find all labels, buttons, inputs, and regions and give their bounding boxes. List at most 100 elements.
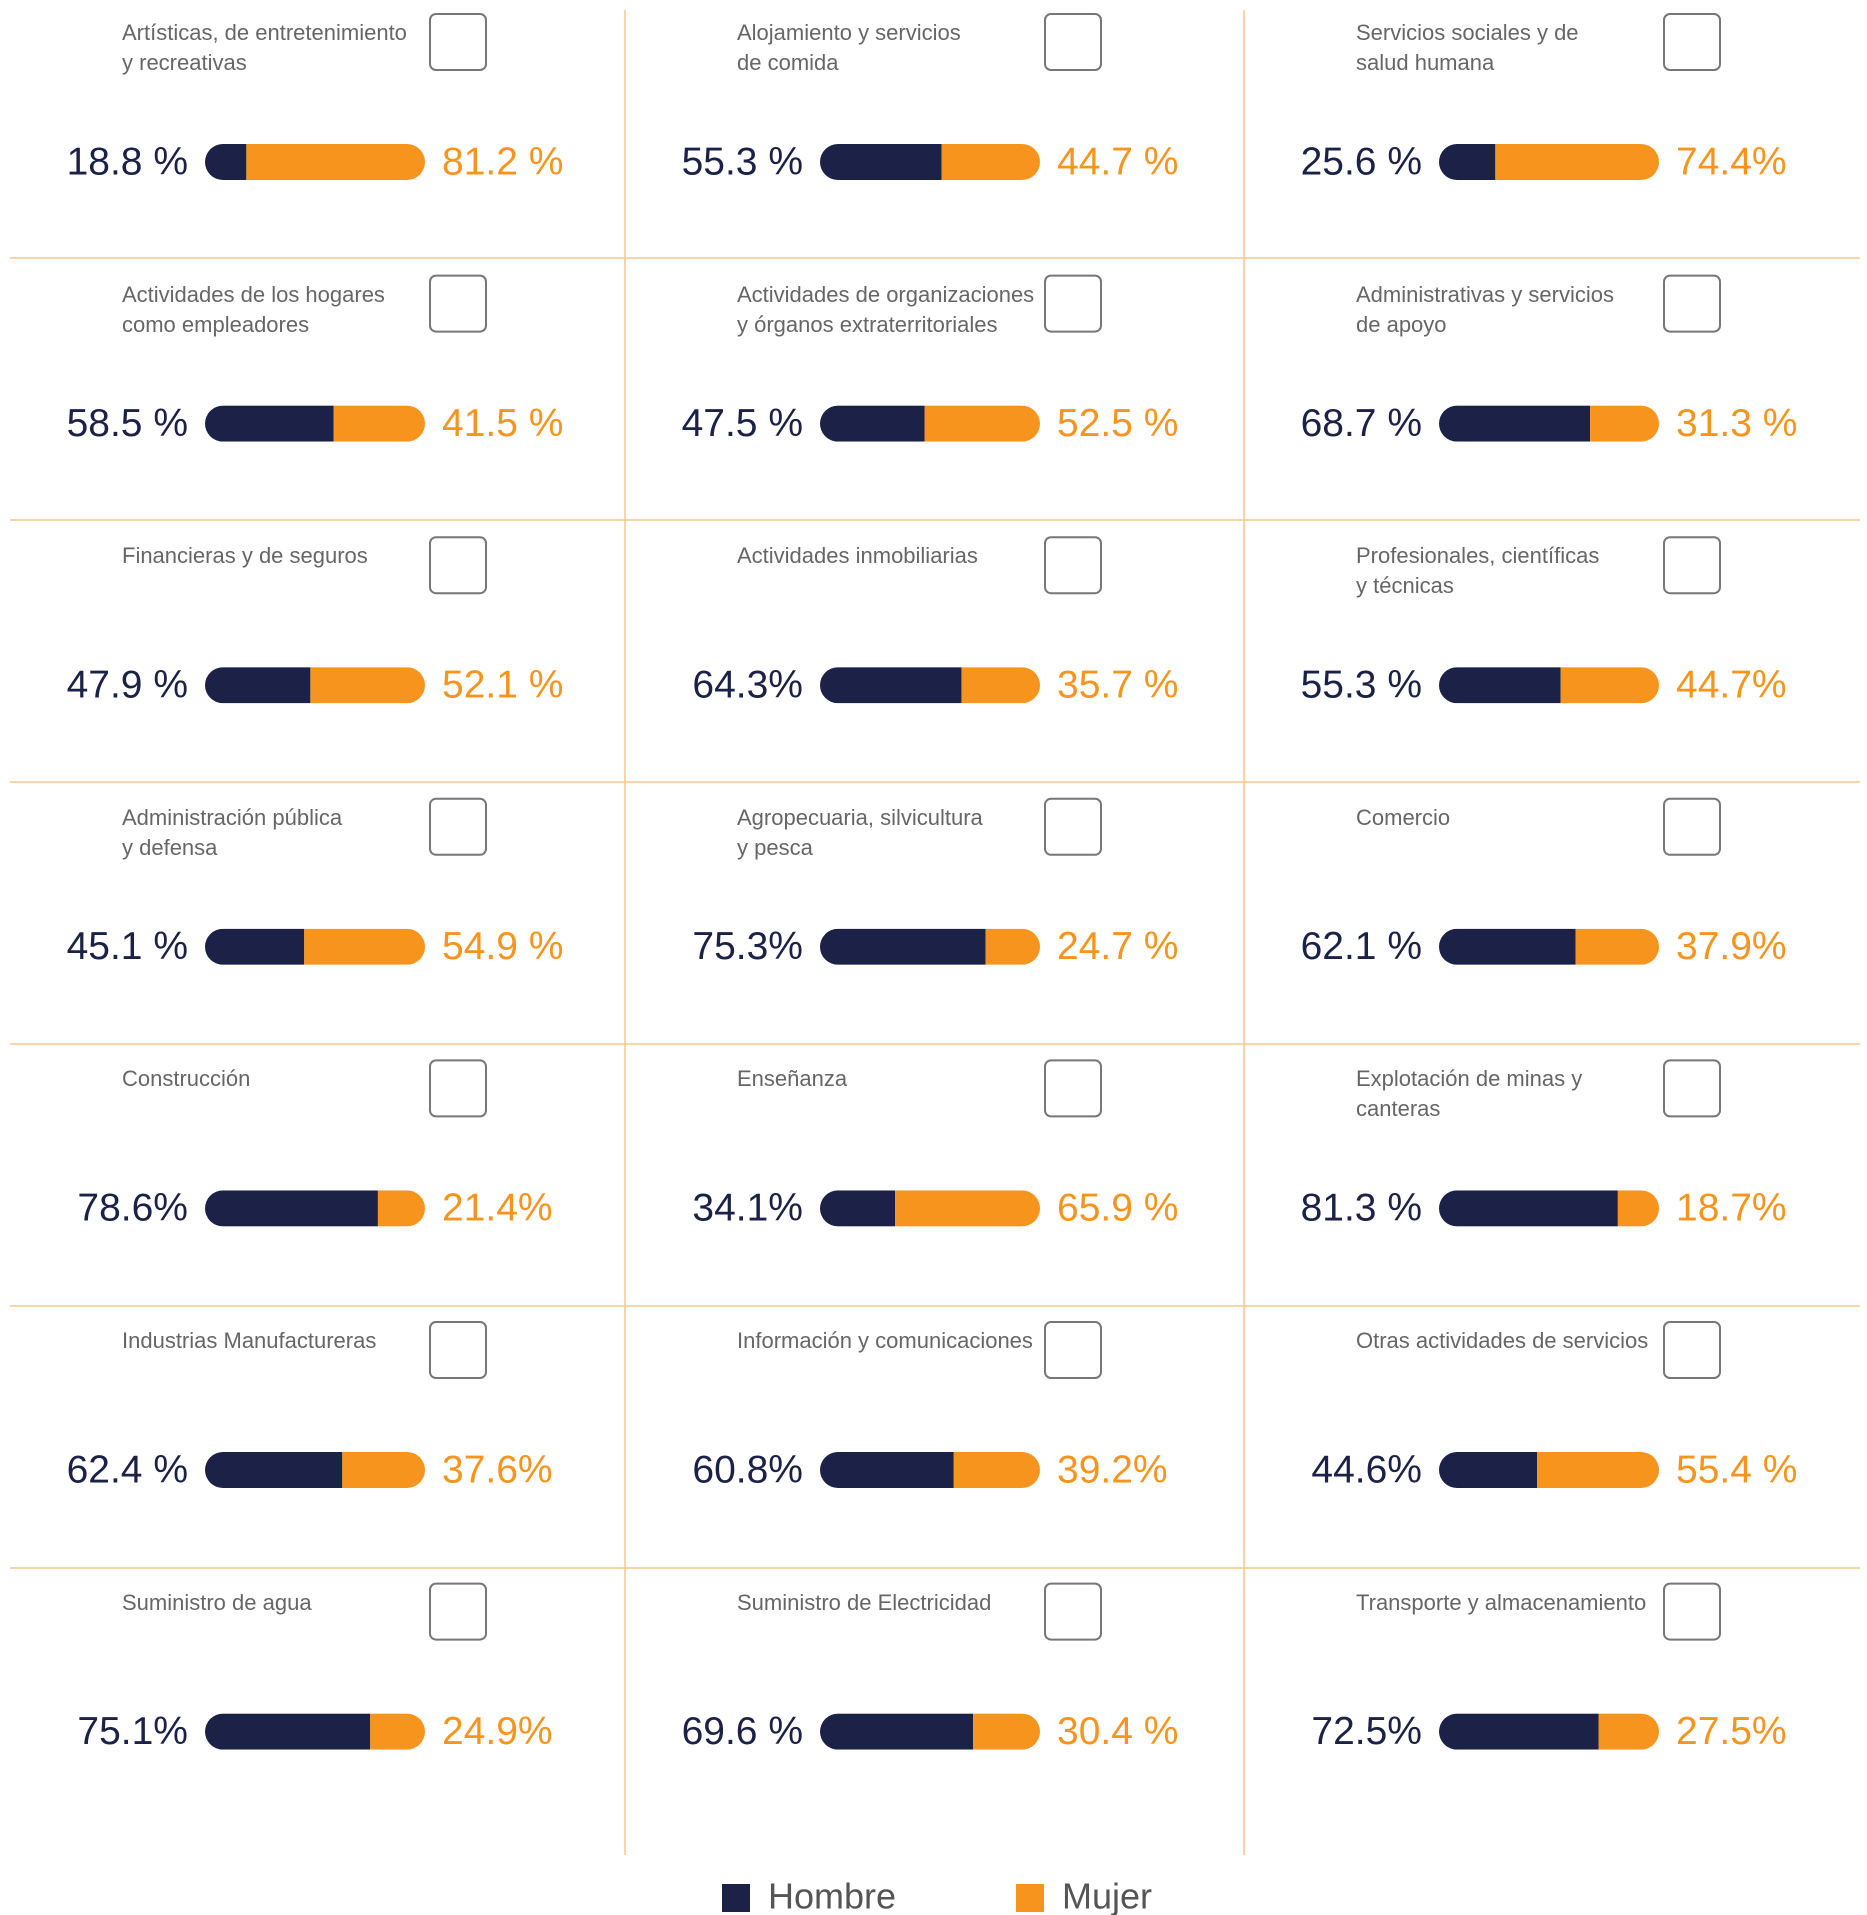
- value-label: 52.1 %: [442, 663, 563, 706]
- category-label: Transporte y almacenamiento: [1356, 1589, 1647, 1615]
- icon: [429, 1582, 487, 1641]
- bar-segment: [820, 144, 942, 180]
- value-label: 64.3%: [692, 663, 803, 706]
- icon: [1663, 797, 1721, 856]
- value-label: 81.3 %: [1301, 1187, 1422, 1230]
- bar-segment: [205, 928, 305, 965]
- bar-segment: [924, 405, 1040, 442]
- value-label: 54.9 %: [442, 925, 563, 968]
- bar-segment: [1537, 1452, 1659, 1488]
- legend-label: Mujer: [1062, 1876, 1152, 1915]
- value-label: 60.8%: [692, 1448, 803, 1491]
- icon: [429, 1059, 487, 1118]
- value-label: 37.9%: [1676, 925, 1787, 968]
- value-label: 41.5 %: [442, 402, 563, 445]
- category-label: Otras actividades de servicios: [1356, 1328, 1649, 1353]
- value-label: 30.4 %: [1057, 1710, 1178, 1753]
- bar-segment: [1439, 1452, 1538, 1488]
- icon: [1663, 536, 1721, 595]
- bar-segment: [205, 1190, 378, 1227]
- value-label: 58.5 %: [67, 402, 188, 445]
- bar-segment: [1598, 1713, 1659, 1750]
- value-label: 34.1%: [692, 1187, 803, 1230]
- bar-segment: [1617, 1190, 1659, 1227]
- value-label: 55.4 %: [1676, 1448, 1797, 1491]
- category-label: Comercio: [1356, 804, 1451, 830]
- legend-swatch: [722, 1884, 750, 1912]
- value-label: 68.7 %: [1301, 402, 1422, 445]
- category-label: Industrias Manufactureras: [122, 1328, 377, 1353]
- icon: [1663, 274, 1721, 333]
- category-label: Administrativas y servicios de apoyo: [1356, 281, 1614, 337]
- bar-segment: [1439, 1190, 1618, 1227]
- separators: [10, 10, 1860, 1855]
- category-label: Alojamiento y servicios de comida: [737, 20, 961, 75]
- value-label: 75.1%: [77, 1710, 188, 1753]
- icon: [429, 13, 487, 71]
- category-label: Construcción: [122, 1066, 251, 1092]
- value-label: 62.4 %: [67, 1448, 188, 1491]
- value-label: 44.6%: [1311, 1448, 1422, 1491]
- value-label: 35.7 %: [1057, 663, 1178, 706]
- category-label: Profesionales, científicas y técnicas: [1356, 543, 1600, 599]
- value-label: 62.1 %: [1301, 925, 1422, 968]
- category-label: Información y comunicaciones: [737, 1328, 1033, 1353]
- value-label: 74.4%: [1676, 140, 1787, 183]
- category-label: Artísticas, de entretenimiento y recreat…: [122, 20, 407, 75]
- bar-segment: [1439, 144, 1496, 180]
- bar-segment: [1590, 405, 1659, 442]
- value-label: 25.6 %: [1301, 140, 1422, 183]
- bar-segment: [1439, 405, 1591, 442]
- category-label: Explotación de minas y canteras: [1356, 1066, 1583, 1122]
- value-label: 24.9%: [442, 1710, 553, 1753]
- bar-segment: [985, 928, 1040, 965]
- value-label: 45.1 %: [67, 925, 188, 968]
- bar-segment: [941, 144, 1040, 180]
- value-label: 18.8 %: [67, 140, 188, 183]
- category-label: Administración pública y defensa: [122, 804, 343, 860]
- legend-label: Hombre: [768, 1876, 896, 1915]
- bar-segment: [820, 1452, 954, 1488]
- value-label: 27.5%: [1676, 1710, 1787, 1753]
- category-label: Actividades de los hogares como empleado…: [122, 281, 385, 337]
- icon: [1044, 797, 1102, 856]
- value-label: 18.7%: [1676, 1187, 1787, 1230]
- bar-segment: [205, 1713, 371, 1750]
- bar-segment: [1495, 144, 1659, 180]
- bar-segment: [304, 928, 425, 965]
- value-label: 69.6 %: [682, 1710, 803, 1753]
- bar-segment: [333, 405, 425, 442]
- bar-segment: [895, 1190, 1040, 1227]
- bar-segment: [246, 144, 425, 180]
- bar-segment: [1575, 928, 1659, 965]
- icon: [1663, 1321, 1721, 1379]
- bar-segment: [820, 667, 962, 704]
- icon: [429, 797, 487, 856]
- value-label: 75.3%: [692, 925, 803, 968]
- bar-segment: [1439, 1713, 1599, 1750]
- bar-segment: [953, 1452, 1040, 1488]
- icon: [1044, 13, 1102, 71]
- bar-segment: [342, 1452, 425, 1488]
- legend-swatch: [1016, 1884, 1044, 1912]
- icon: [1044, 274, 1102, 333]
- value-label: 65.9 %: [1057, 1187, 1178, 1230]
- bar-segment: [205, 667, 311, 704]
- icon: [1044, 1582, 1102, 1641]
- bar-segment: [820, 928, 986, 965]
- bar-segment: [820, 1190, 896, 1227]
- icon: [429, 274, 487, 333]
- value-label: 44.7%: [1676, 663, 1787, 706]
- icon: [1663, 13, 1721, 71]
- category-label: Servicios sociales y de salud humana: [1356, 20, 1579, 75]
- value-label: 31.3 %: [1676, 402, 1797, 445]
- value-label: 47.5 %: [682, 402, 803, 445]
- bar-segment: [310, 667, 425, 704]
- category-label: Actividades inmobiliarias: [737, 543, 978, 569]
- value-label: 55.3 %: [1301, 663, 1422, 706]
- category-label: Suministro de agua: [122, 1589, 312, 1615]
- bar-segment: [377, 1190, 425, 1227]
- icon: [1044, 1059, 1102, 1118]
